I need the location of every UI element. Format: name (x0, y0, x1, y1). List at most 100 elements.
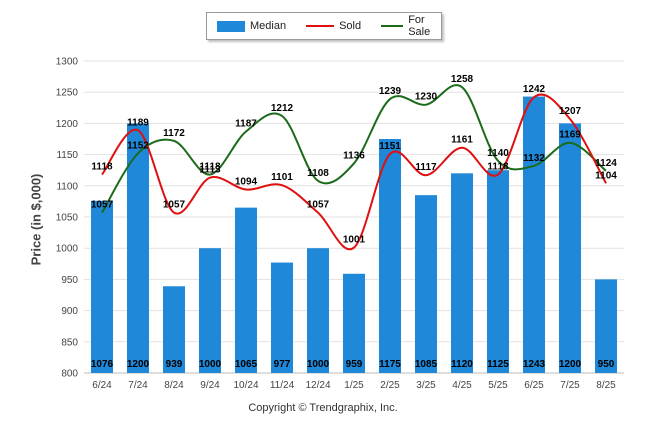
sold-line (101, 93, 607, 251)
for-sale-swatch (381, 25, 404, 27)
y-tick-label: 1150 (56, 150, 78, 161)
sold-value-label: 1161 (451, 135, 473, 146)
legend-label-sold: Sold (339, 20, 362, 32)
y-tick-label: 950 (61, 275, 78, 286)
median-value-label: 1243 (523, 359, 546, 370)
for-sale-value-label: 1187 (235, 119, 257, 130)
x-tick-label: 1/25 (344, 380, 364, 391)
median-value-label: 1200 (127, 359, 150, 370)
x-tick-label: 4/25 (452, 380, 472, 391)
for-sale-line (101, 84, 607, 214)
for-sale-value-label: 1152 (127, 140, 149, 151)
legend-label-median: Median (250, 20, 287, 32)
sold-value-label: 1207 (559, 106, 582, 117)
median-bar (379, 139, 401, 373)
legend-label-for-sale: For Sale (408, 14, 431, 38)
median-bars (91, 96, 617, 374)
y-tick-label: 800 (61, 369, 78, 380)
median-value-label: 950 (598, 359, 615, 370)
for-sale-value-label: 1108 (307, 168, 329, 179)
y-tick-label: 1250 (56, 88, 79, 99)
sold-value-label: 1057 (163, 200, 186, 211)
legend-item-sold: Sold (306, 20, 361, 32)
x-tick-label: 3/25 (416, 380, 436, 391)
sold-value-label: 1101 (271, 172, 293, 183)
median-bar (487, 170, 509, 373)
copyright-text: Copyright © Trendgraphix, Inc. (248, 402, 398, 414)
median-bar (235, 207, 257, 373)
sold-value-label: 1118 (487, 162, 509, 173)
sold-value-label: 1094 (235, 177, 258, 188)
y-tick-label: 1100 (56, 181, 78, 192)
sold-value-label: 1001 (343, 235, 366, 246)
median-swatch (217, 20, 245, 32)
median-bar (343, 273, 365, 373)
median-value-label: 1175 (379, 359, 401, 370)
y-tick-label: 1000 (56, 244, 79, 255)
sold-value-label: 1104 (595, 170, 617, 181)
legend-item-median: Median (217, 20, 286, 32)
median-value-label: 1120 (451, 359, 473, 370)
y-tick-label: 850 (61, 337, 78, 348)
median-value-label: 1085 (415, 359, 438, 370)
for-sale-value-label: 1258 (451, 74, 474, 85)
x-tick-label: 7/24 (128, 380, 148, 391)
for-sale-value-label: 1212 (271, 103, 294, 114)
legend-item-for-sale: For Sale (381, 14, 441, 38)
y-tick-label: 1050 (56, 213, 79, 224)
for-sale-value-label: 1172 (163, 128, 185, 139)
data-labels: 1076 1200 939 1000 1065 977 1000 959 1175 1085 112… (91, 74, 617, 370)
sold-value-label: 1118 (91, 162, 113, 173)
for-sale-value-label: 1118 (199, 162, 221, 173)
x-tick-label: 12/24 (305, 380, 330, 391)
median-bar (271, 262, 293, 373)
x-axis: 6/24 7/24 8/24 9/24 10/24 11/24 12/24 1/25 2/25 3… (92, 380, 616, 391)
median-bar (163, 286, 185, 373)
median-value-label: 1000 (307, 359, 330, 370)
for-sale-value-label: 1239 (379, 86, 402, 97)
sold-value-label: 1057 (307, 200, 330, 211)
x-tick-label: 11/24 (270, 380, 295, 391)
y-axis-label: Price (in $,000) (28, 173, 44, 266)
median-bar (91, 200, 113, 373)
for-sale-value-label: 1169 (559, 130, 581, 141)
x-tick-label: 10/24 (233, 380, 258, 391)
x-tick-label: 5/25 (488, 380, 508, 391)
x-tick-label: 2/25 (380, 380, 400, 391)
series-lines (101, 84, 607, 251)
x-tick-label: 6/25 (524, 380, 544, 391)
median-bar (523, 96, 545, 374)
sold-value-label: 1242 (523, 84, 546, 95)
median-value-label: 977 (274, 359, 291, 370)
sold-value-label: 1117 (415, 162, 437, 173)
median-bar (307, 248, 329, 373)
x-tick-label: 7/25 (560, 380, 580, 391)
median-bar (451, 173, 473, 373)
x-tick-label: 8/24 (164, 380, 184, 391)
legend: Median Sold For Sale (206, 12, 442, 40)
y-axis: 800 850 900 950 1000 1050 1100 1150 1200 1250 1300 (56, 57, 79, 380)
sold-value-label: 1151 (379, 141, 401, 152)
x-tick-label: 6/24 (92, 380, 112, 391)
y-tick-label: 1300 (56, 57, 79, 68)
median-value-label: 1125 (487, 359, 509, 370)
median-value-label: 1065 (235, 359, 258, 370)
for-sale-value-label: 1057 (91, 200, 114, 211)
for-sale-value-label: 1230 (415, 92, 438, 103)
median-bar (559, 123, 581, 374)
for-sale-value-label: 1124 (595, 158, 617, 169)
median-bar (415, 195, 437, 373)
sold-value-label: 1113 (199, 165, 221, 176)
for-sale-value-label: 1136 (343, 150, 365, 161)
median-bar (595, 279, 617, 373)
for-sale-value-label: 1132 (523, 153, 545, 164)
median-bar (127, 123, 149, 374)
y-tick-label: 1200 (56, 119, 79, 130)
sold-value-label: 1189 (127, 117, 149, 128)
median-bar (199, 248, 221, 373)
x-tick-label: 8/25 (596, 380, 616, 391)
median-value-label: 1000 (199, 359, 222, 370)
y-tick-label: 900 (61, 306, 78, 317)
sold-swatch (306, 25, 335, 27)
